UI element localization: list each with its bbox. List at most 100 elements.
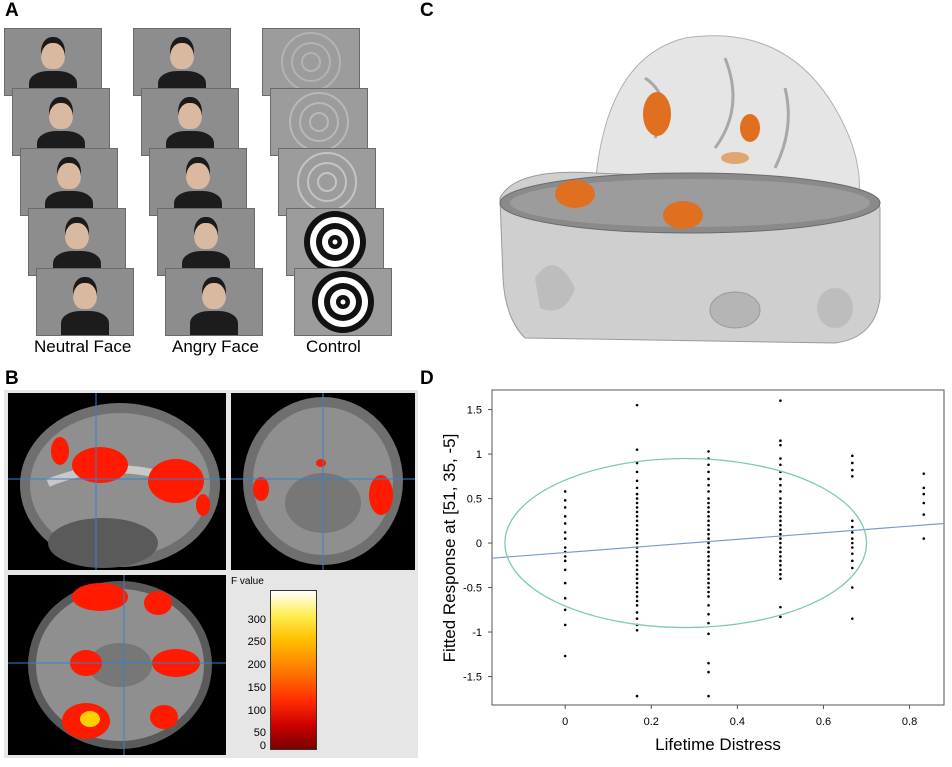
data-point	[635, 577, 639, 580]
data-point	[635, 497, 639, 500]
data-point	[779, 483, 782, 487]
y-axis-label: Fitted Response at [51, 35, -5]	[440, 434, 459, 663]
data-point	[779, 463, 782, 467]
data-point	[707, 595, 710, 598]
axial-brain-slice	[8, 575, 226, 755]
y-tick-label: 1.5	[467, 405, 482, 417]
data-point	[635, 555, 639, 558]
data-point	[779, 537, 782, 540]
data-point	[851, 475, 854, 478]
data-point	[563, 550, 567, 554]
data-point	[851, 468, 854, 472]
colorbar-tick-label: 250	[247, 636, 266, 648]
colorbar-tick-label: 100	[247, 705, 266, 717]
data-point	[635, 617, 639, 620]
data-point	[635, 537, 639, 540]
data-point	[707, 515, 710, 518]
data-point	[635, 550, 639, 554]
data-point	[707, 497, 710, 500]
data-point	[563, 559, 567, 563]
data-point	[707, 541, 710, 545]
data-point	[779, 559, 782, 563]
data-point	[563, 568, 567, 572]
data-point	[707, 483, 710, 487]
neutral-face-image	[36, 268, 134, 336]
y-tick-label: -1.5	[463, 672, 482, 684]
data-point	[635, 586, 639, 589]
data-point	[635, 461, 639, 465]
data-point	[707, 528, 710, 532]
data-point	[779, 555, 782, 558]
control-caption: Control	[306, 337, 361, 356]
data-point	[707, 694, 710, 698]
panel-a-letter: A	[5, 0, 19, 21]
panel-b-letter: B	[5, 368, 19, 389]
data-point	[779, 515, 782, 518]
data-point	[707, 463, 710, 467]
y-tick-label: 0	[476, 538, 482, 550]
data-point	[707, 590, 710, 594]
data-point	[922, 486, 926, 490]
data-point	[635, 563, 639, 567]
data-point	[707, 532, 710, 536]
data-point	[707, 586, 710, 589]
data-point	[635, 492, 639, 496]
data-point	[707, 612, 710, 616]
data-point	[779, 546, 782, 549]
data-point	[779, 443, 782, 447]
data-point	[563, 623, 567, 627]
data-point	[563, 608, 567, 612]
data-point	[635, 532, 639, 536]
data-point	[779, 572, 782, 576]
data-point	[563, 581, 567, 585]
data-point	[563, 515, 567, 518]
data-point	[707, 510, 710, 514]
data-point	[635, 568, 639, 572]
data-point	[707, 559, 710, 563]
data-point	[707, 490, 710, 493]
data-point	[779, 439, 782, 443]
data-points	[563, 399, 926, 698]
data-point	[635, 590, 639, 594]
data-point	[635, 486, 639, 490]
data-point	[707, 604, 710, 607]
neutral-face-caption: Neutral Face	[34, 337, 132, 356]
control-stimulus-image	[286, 208, 384, 276]
data-point	[779, 550, 782, 554]
regression-line	[491, 522, 945, 559]
coronal-brain-slice	[231, 393, 415, 570]
data-point	[922, 492, 926, 496]
data-point	[707, 621, 710, 625]
panel-c-letter: C	[420, 0, 434, 21]
x-tick-group: 0 0.2 0.4 0.6 0.8	[562, 705, 917, 728]
data-point	[635, 470, 639, 474]
f-value-colorbar	[270, 590, 317, 750]
data-point	[707, 550, 710, 554]
data-point	[635, 510, 639, 514]
neutral-face-image	[28, 208, 126, 276]
data-point	[635, 546, 639, 549]
x-tick-label: 0.4	[730, 716, 745, 728]
data-point	[779, 615, 782, 619]
data-point	[635, 528, 639, 532]
data-point	[851, 566, 854, 570]
data-point	[563, 506, 567, 509]
data-point	[635, 611, 639, 614]
x-tick-label: 0.6	[816, 716, 831, 728]
data-point	[779, 519, 782, 523]
data-point	[635, 515, 639, 518]
control-stimulus-image	[278, 148, 376, 216]
data-point	[779, 497, 782, 500]
colorbar-tick-label: 150	[247, 682, 266, 694]
data-point	[635, 628, 639, 632]
colorbar-tick-label: 50	[253, 727, 266, 739]
y-tick-label: 0.5	[467, 494, 482, 506]
data-point	[707, 563, 710, 567]
3d-head-render	[495, 18, 895, 348]
data-point	[851, 546, 854, 549]
angry-face-image	[149, 148, 247, 216]
neutral-face-image	[12, 88, 110, 156]
data-point	[779, 605, 782, 609]
data-point	[707, 632, 710, 636]
data-point	[851, 586, 854, 589]
